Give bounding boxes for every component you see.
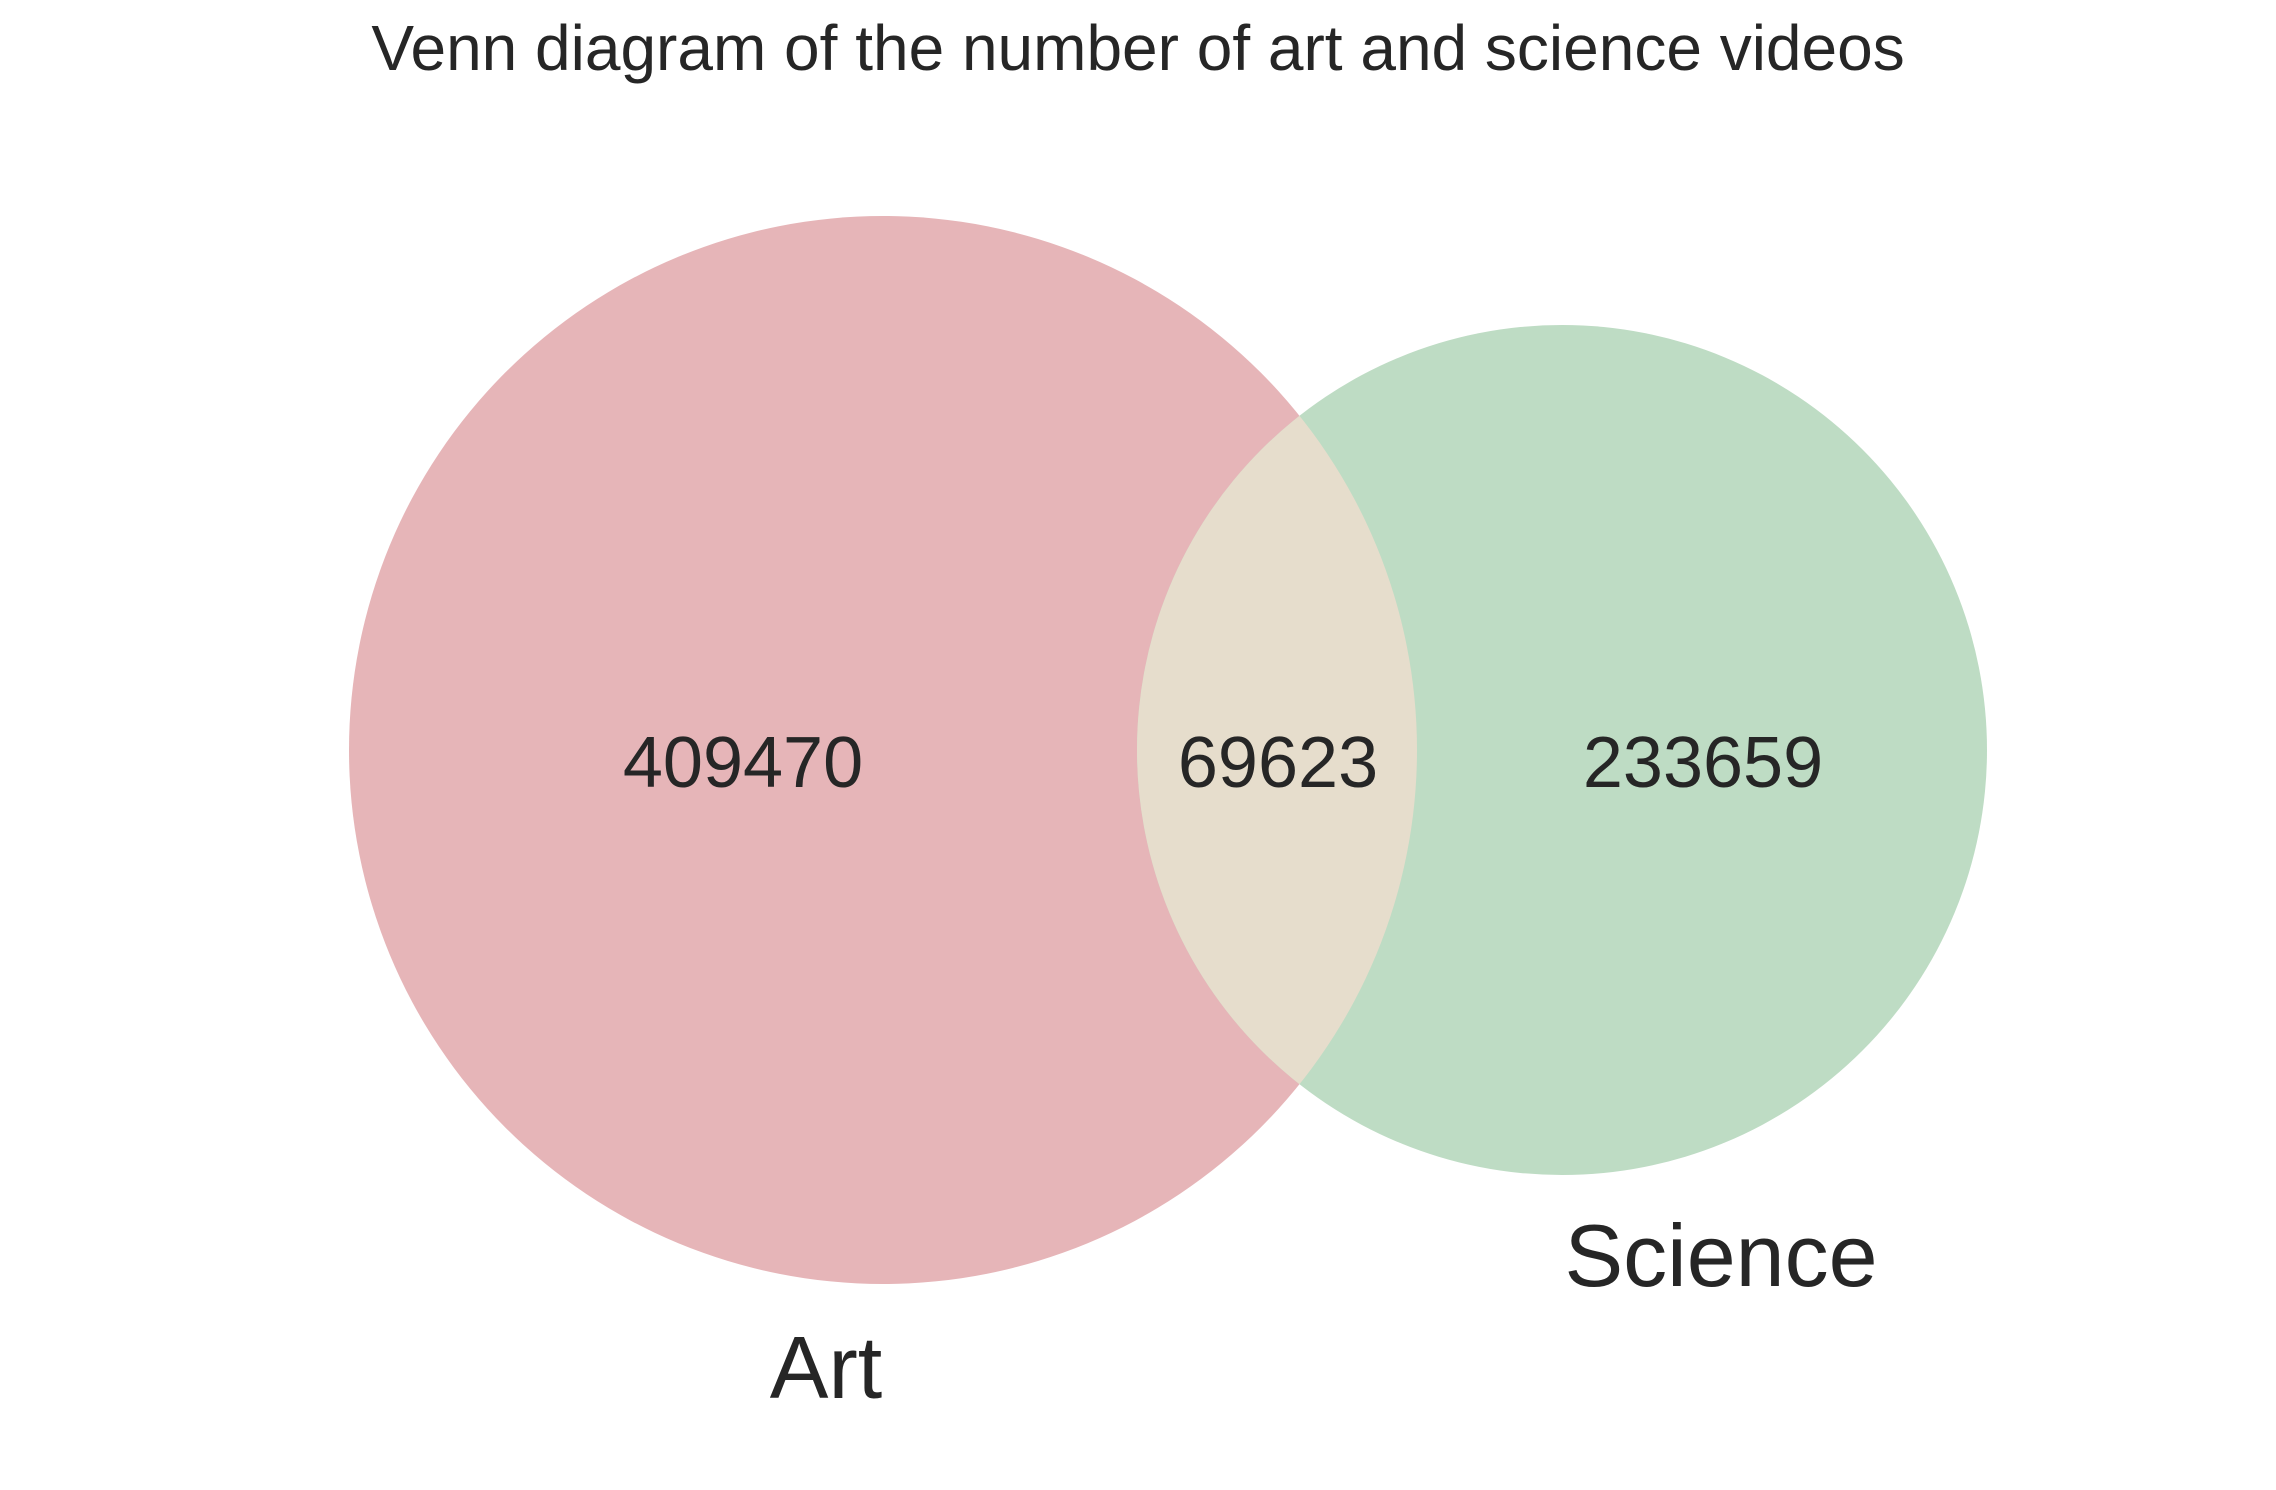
chart-title: Venn diagram of the number of art and sc… (371, 12, 1904, 84)
intersection-count: 69623 (1178, 723, 1378, 803)
intersection-region (1137, 325, 1417, 1175)
art-set-label: Art (770, 1318, 882, 1417)
science-only-count: 233659 (1583, 723, 1823, 803)
art-circle (349, 216, 1417, 1284)
art-only-count: 409470 (623, 723, 863, 803)
science-set-label: Science (1564, 1206, 1877, 1305)
